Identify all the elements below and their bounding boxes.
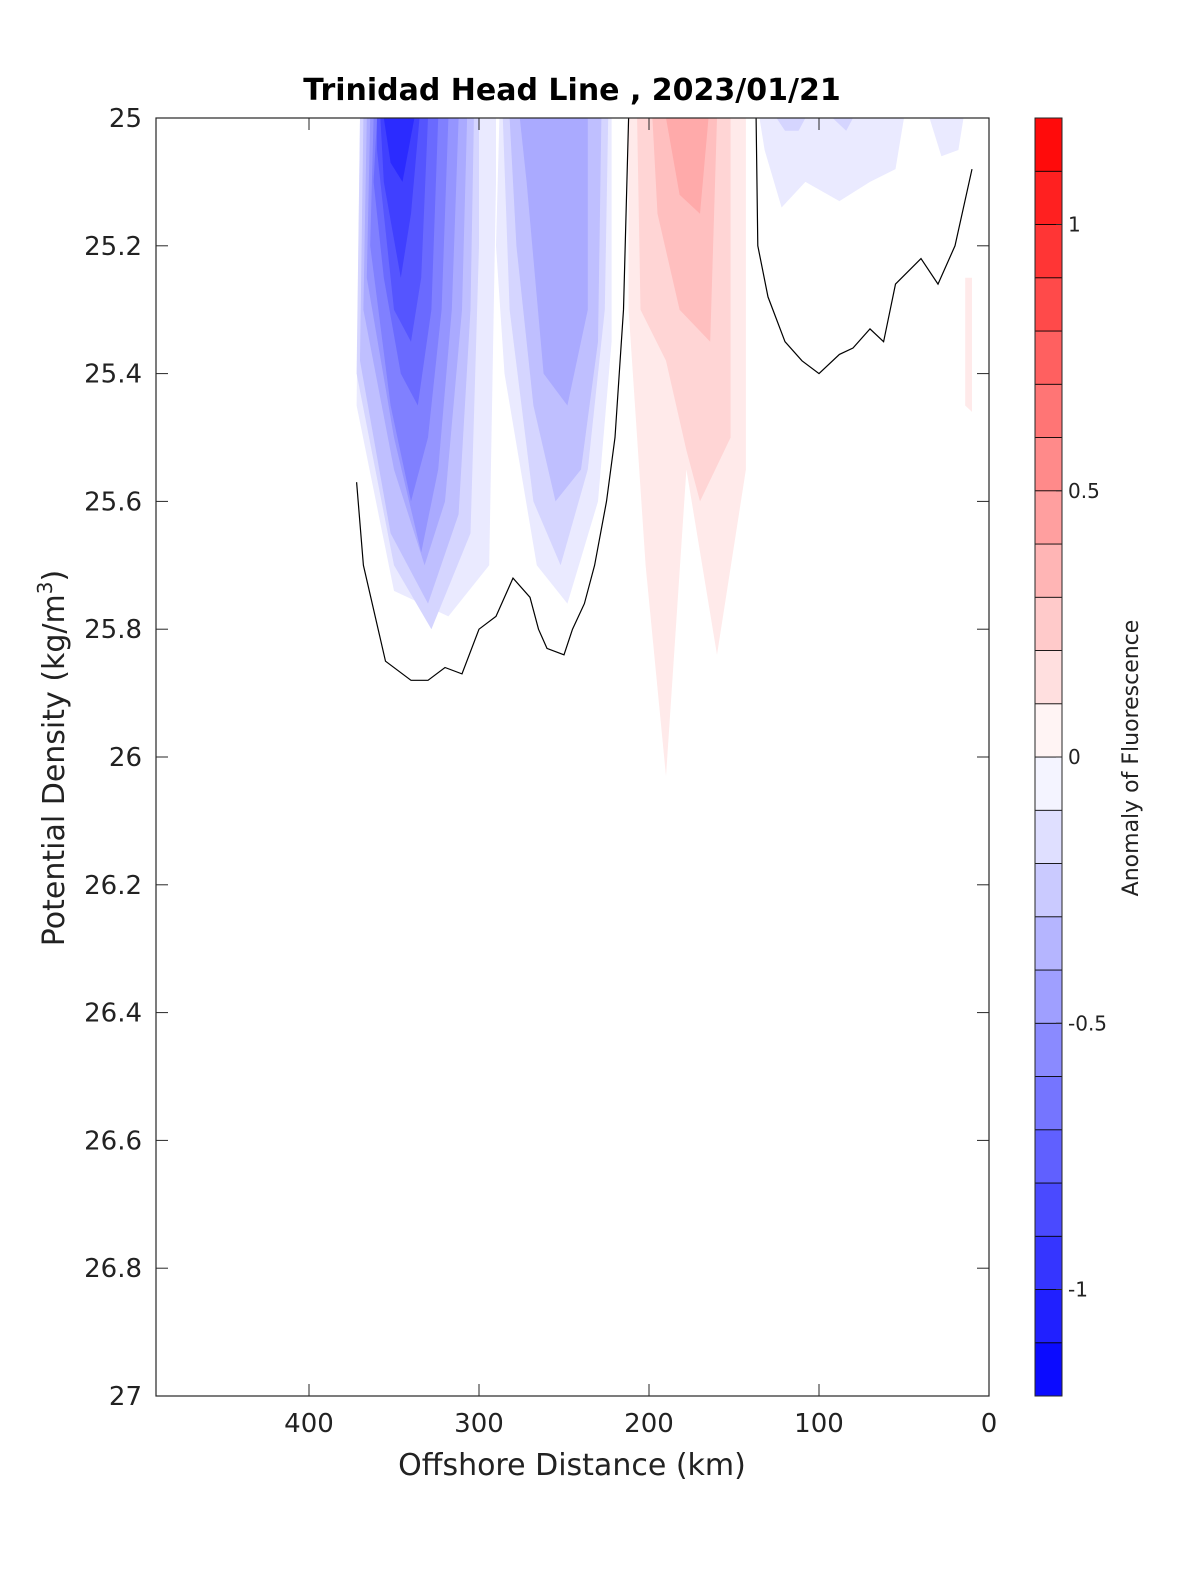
- colorbar-label: Anomaly of Fluorescence: [1119, 620, 1144, 897]
- x-tick-label: 100: [794, 1409, 844, 1439]
- colorbar-segment: [1034, 1022, 1063, 1077]
- y-tick-label: 25.4: [84, 360, 142, 390]
- contour-region: [519, 118, 588, 406]
- plot-area: 400 300 200 100 0 25 25.2 25.4 25.6 25.8 26 26.2 26.…: [84, 104, 997, 1439]
- y-tick-label: 25.6: [84, 487, 142, 517]
- colorbar-segment: [1034, 330, 1063, 385]
- x-axis-label: Offshore Distance (km): [398, 1448, 746, 1483]
- colorbar-tick-label: 0: [1068, 745, 1081, 769]
- y-axis-label: Potential Density (kg/m3): [33, 570, 72, 946]
- x-tick-label: 300: [454, 1409, 504, 1439]
- zero-contour-line: [755, 117, 973, 375]
- colorbar-segment: [1034, 650, 1063, 705]
- colorbar-tick-label: -1: [1068, 1278, 1088, 1302]
- contour-region: [759, 118, 904, 208]
- colorbar-tick-label: 0.5: [1068, 479, 1100, 503]
- y-tick-label: 25.2: [84, 232, 142, 262]
- colorbar-segment: [1034, 809, 1063, 864]
- colorbar-segment: [1034, 756, 1063, 811]
- colorbar-tick-label: 1: [1068, 213, 1081, 237]
- y-tick-label: 26.8: [84, 1254, 142, 1284]
- colorbar-segment: [1034, 703, 1063, 758]
- zero-contour-line: [356, 117, 630, 681]
- colorbar-segment: [1034, 490, 1063, 545]
- contour-region: [666, 118, 709, 214]
- x-tick-label: 200: [624, 1409, 674, 1439]
- contour-region: [929, 118, 964, 157]
- colorbar-segment: [1034, 170, 1063, 225]
- y-tick-label: 27: [109, 1382, 142, 1412]
- colorbar: -1 -0.5 0 0.5 1: [1034, 117, 1107, 1397]
- contour-region: [383, 118, 415, 182]
- y-tick-label: 25.8: [84, 615, 142, 645]
- y-tick-label: 26.4: [84, 999, 142, 1029]
- colorbar-segment: [1034, 224, 1063, 279]
- colorbar-segment: [1034, 969, 1063, 1024]
- colorbar-segment: [1034, 1235, 1063, 1290]
- colorbar-tick-label: -0.5: [1068, 1011, 1107, 1035]
- colorbar-segment: [1034, 1129, 1063, 1184]
- colorbar-segment: [1034, 916, 1063, 971]
- colorbar-segment: [1034, 1182, 1063, 1237]
- colorbar-segment: [1034, 1076, 1063, 1131]
- y-axis-label-superscript: 3: [33, 581, 57, 594]
- contour-region: [832, 118, 853, 131]
- x-tick-label: 0: [981, 1409, 998, 1439]
- colorbar-segment: [1034, 1289, 1063, 1344]
- colorbar-segment: [1034, 437, 1063, 492]
- contour-region: [965, 277, 972, 412]
- y-axis-label-tail: ): [37, 570, 72, 582]
- colorbar-segment: [1034, 543, 1063, 598]
- contour-region: [776, 118, 806, 131]
- colorbar-segment: [1034, 1342, 1063, 1397]
- colorbar-segment: [1034, 596, 1063, 651]
- colorbar-segment: [1034, 863, 1063, 918]
- y-tick-label: 26.6: [84, 1126, 142, 1156]
- y-tick-label: 25: [109, 104, 142, 134]
- y-axis-label-main: Potential Density (kg/m: [37, 594, 72, 946]
- y-tick-label: 26: [109, 743, 142, 773]
- colorbar-segment: [1034, 277, 1063, 332]
- chart-title: Trinidad Head Line , 2023/01/21: [303, 73, 840, 108]
- x-tick-label: 400: [284, 1409, 334, 1439]
- colorbar-segment: [1034, 117, 1063, 172]
- y-tick-label: 26.2: [84, 871, 142, 901]
- colorbar-segment: [1034, 383, 1063, 438]
